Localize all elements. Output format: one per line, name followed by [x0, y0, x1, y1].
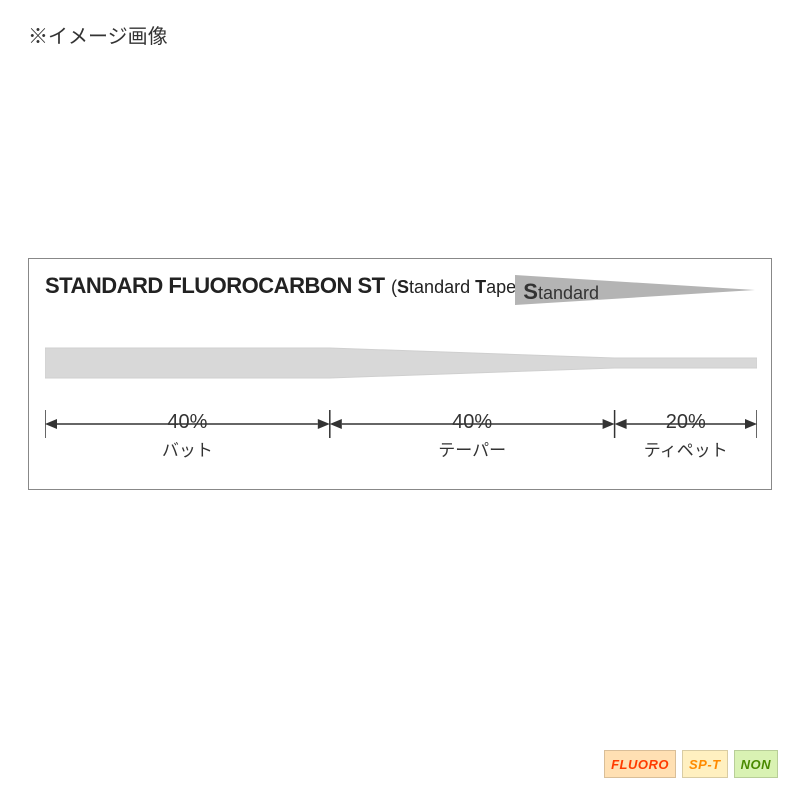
segment-name: バット	[127, 436, 247, 461]
segment-percent: 40%	[412, 411, 532, 434]
material-chip: FLUORO	[604, 750, 676, 778]
standard-badge-label: Standard	[523, 279, 599, 305]
segment-name: ティペット	[626, 436, 746, 461]
taper-diagram: STANDARD FLUOROCARBON ST (Standard Taper…	[28, 258, 772, 490]
segment-percent: 40%	[127, 411, 247, 434]
image-caption: ※イメージ画像	[28, 20, 168, 49]
segment-name: テーパー	[412, 436, 532, 461]
dimension-segment: 20%ティペット	[626, 411, 746, 461]
dimension-row: 40%バット40%テーパー20%ティペット	[45, 409, 755, 465]
leader-taper-shape	[45, 333, 757, 393]
dimension-segment: 40%バット	[127, 411, 247, 461]
product-title: STANDARD FLUOROCARBON ST	[45, 273, 385, 298]
material-chip: SP-T	[682, 750, 728, 778]
material-chip: NON	[734, 750, 778, 778]
segment-percent: 20%	[626, 411, 746, 434]
product-subtitle: (Standard Taper)	[391, 277, 528, 297]
material-chips: FLUOROSP-TNON	[604, 750, 778, 778]
title-row: STANDARD FLUOROCARBON ST (Standard Taper…	[45, 273, 755, 307]
dimension-segment: 40%テーパー	[412, 411, 532, 461]
